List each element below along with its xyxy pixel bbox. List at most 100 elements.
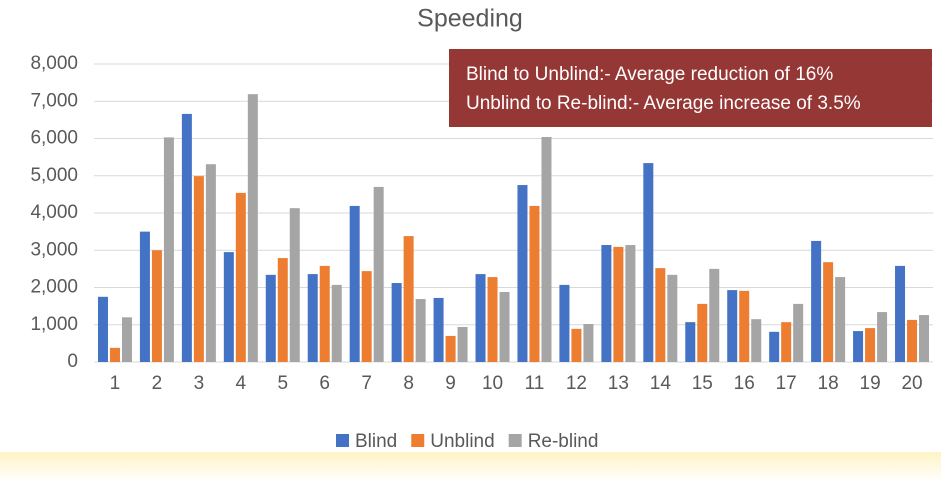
bar	[877, 312, 888, 362]
bar	[445, 335, 456, 362]
bar	[571, 328, 582, 362]
footer-band	[0, 452, 941, 482]
bar	[643, 163, 654, 362]
x-tick-label: 11	[525, 373, 545, 394]
bar	[907, 319, 918, 362]
bar	[181, 113, 192, 362]
bar	[625, 245, 636, 362]
legend-swatch	[411, 434, 425, 447]
bar	[97, 296, 108, 362]
bar	[277, 258, 288, 362]
bar	[361, 271, 372, 362]
bar	[583, 324, 594, 362]
bar	[601, 245, 612, 362]
bar	[709, 268, 720, 362]
y-tick-label: 0	[67, 351, 78, 372]
bar	[613, 246, 624, 362]
y-tick-label: 6,000	[30, 128, 78, 149]
bar	[349, 205, 360, 362]
legend-label: Blind	[355, 431, 397, 452]
bar	[655, 268, 666, 362]
x-tick-label: 9	[445, 373, 456, 394]
x-tick-label: 2	[152, 373, 163, 394]
bar	[373, 186, 384, 362]
x-tick-label: 15	[692, 373, 713, 394]
chart-title: Speeding	[417, 5, 523, 33]
bar	[697, 303, 708, 362]
x-tick-label: 18	[818, 373, 839, 394]
bar	[121, 317, 132, 362]
x-tick-label: 5	[277, 373, 288, 394]
bar	[919, 315, 930, 362]
bar	[739, 290, 750, 362]
bar	[415, 299, 426, 362]
x-tick-label: 8	[403, 373, 414, 394]
y-tick-label: 1,000	[30, 314, 78, 335]
bar	[457, 326, 468, 362]
bar	[769, 331, 780, 362]
x-tick-label: 16	[734, 373, 755, 394]
bar	[541, 137, 552, 362]
bar	[247, 94, 258, 363]
bar	[139, 231, 150, 362]
legend-swatch	[508, 434, 522, 447]
bar	[685, 322, 696, 362]
bar	[163, 137, 174, 362]
x-tick-label: 7	[361, 373, 372, 394]
bar	[751, 319, 762, 362]
bar	[265, 274, 276, 362]
bar	[823, 262, 834, 362]
bar	[895, 265, 906, 362]
y-tick-label: 8,000	[30, 53, 78, 74]
y-tick-label: 2,000	[30, 277, 78, 298]
bar	[487, 277, 498, 362]
legend-label: Re-blind	[528, 431, 599, 452]
bar	[865, 328, 876, 362]
bar	[835, 277, 846, 362]
y-tick-label: 7,000	[30, 90, 78, 111]
x-tick-label: 12	[566, 373, 587, 394]
bar	[667, 274, 678, 362]
x-tick-label: 10	[482, 373, 503, 394]
x-tick-label: 3	[194, 373, 205, 394]
x-tick-label: 4	[236, 373, 247, 394]
bar	[811, 240, 822, 362]
bar	[517, 185, 528, 362]
x-tick-label: 17	[776, 373, 797, 394]
x-tick-label: 13	[608, 373, 629, 394]
x-tick-label: 6	[319, 373, 330, 394]
bar	[289, 208, 300, 362]
bar	[205, 164, 216, 362]
y-tick-label: 4,000	[30, 202, 78, 223]
bar	[529, 205, 540, 362]
bar	[853, 331, 864, 362]
bar	[223, 252, 234, 362]
x-tick-label: 14	[650, 373, 672, 394]
bar	[193, 176, 204, 362]
y-tick-label: 3,000	[30, 239, 78, 260]
bar	[727, 290, 738, 362]
x-tick-label: 20	[901, 373, 922, 394]
x-tick-label: 19	[860, 373, 881, 394]
y-tick-label: 5,000	[30, 165, 78, 186]
bar	[475, 274, 486, 362]
bar	[559, 284, 570, 362]
bar	[109, 347, 120, 362]
legend-swatch	[336, 434, 349, 447]
annotation-text: Unblind to Re-blind:- Average increase o…	[466, 93, 861, 114]
bar	[235, 192, 246, 362]
bar	[331, 284, 342, 362]
bar	[151, 250, 162, 362]
annotation-box	[449, 49, 932, 127]
bar	[793, 303, 804, 362]
x-tick-label: 1	[110, 373, 121, 394]
bar	[403, 236, 414, 362]
bar	[433, 297, 444, 362]
bar	[499, 291, 510, 362]
bar	[319, 265, 330, 362]
bar	[307, 274, 318, 362]
legend-label: Unblind	[430, 431, 494, 452]
bar	[391, 283, 402, 362]
bar	[781, 322, 792, 362]
